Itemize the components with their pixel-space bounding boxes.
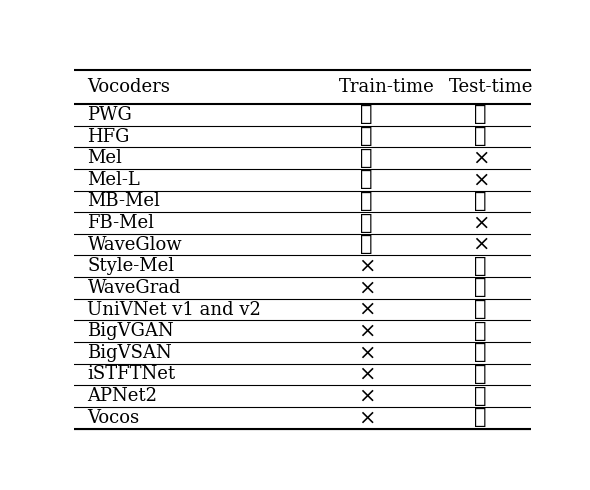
Text: ✓: ✓ (474, 105, 487, 124)
Text: ✓: ✓ (474, 257, 487, 276)
Text: ✓: ✓ (474, 343, 487, 362)
Text: Vocoders: Vocoders (87, 78, 171, 96)
Text: ×: × (358, 300, 375, 319)
Text: UniVNet v1 and v2: UniVNet v1 and v2 (87, 300, 261, 318)
Text: iSTFTNet: iSTFTNet (87, 366, 176, 384)
Text: ✓: ✓ (474, 192, 487, 211)
Text: ✓: ✓ (474, 365, 487, 384)
Text: Mel: Mel (87, 149, 122, 167)
Text: ✓: ✓ (474, 387, 487, 406)
Text: BigVGAN: BigVGAN (87, 322, 174, 340)
Text: WaveGrad: WaveGrad (87, 279, 181, 297)
Text: HFG: HFG (87, 127, 130, 146)
Text: FB-Mel: FB-Mel (87, 214, 155, 232)
Text: ×: × (358, 343, 375, 362)
Text: WaveGlow: WaveGlow (87, 236, 182, 254)
Text: ✓: ✓ (360, 127, 373, 146)
Text: BigVSAN: BigVSAN (87, 344, 172, 362)
Text: Style-Mel: Style-Mel (87, 257, 175, 275)
Text: ✓: ✓ (474, 408, 487, 427)
Text: ×: × (358, 322, 375, 341)
Text: ×: × (358, 278, 375, 297)
Text: ✓: ✓ (360, 192, 373, 211)
Text: Mel-L: Mel-L (87, 171, 140, 189)
Text: APNet2: APNet2 (87, 387, 158, 405)
Text: ×: × (472, 171, 490, 189)
Text: ×: × (472, 148, 490, 168)
Text: MB-Mel: MB-Mel (87, 193, 160, 210)
Text: Vocos: Vocos (87, 409, 140, 427)
Text: ✓: ✓ (474, 278, 487, 297)
Text: ×: × (358, 387, 375, 406)
Text: ✓: ✓ (360, 235, 373, 254)
Text: Test-time: Test-time (448, 78, 533, 96)
Text: ×: × (358, 257, 375, 276)
Text: ×: × (472, 214, 490, 233)
Text: Train-time: Train-time (339, 78, 435, 96)
Text: PWG: PWG (87, 106, 132, 124)
Text: ×: × (358, 365, 375, 384)
Text: ✓: ✓ (474, 322, 487, 341)
Text: ✓: ✓ (360, 148, 373, 168)
Text: ×: × (358, 408, 375, 427)
Text: ✓: ✓ (474, 300, 487, 319)
Text: ×: × (472, 235, 490, 254)
Text: ✓: ✓ (360, 105, 373, 124)
Text: ✓: ✓ (474, 127, 487, 146)
Text: ✓: ✓ (360, 171, 373, 189)
Text: ✓: ✓ (360, 214, 373, 233)
